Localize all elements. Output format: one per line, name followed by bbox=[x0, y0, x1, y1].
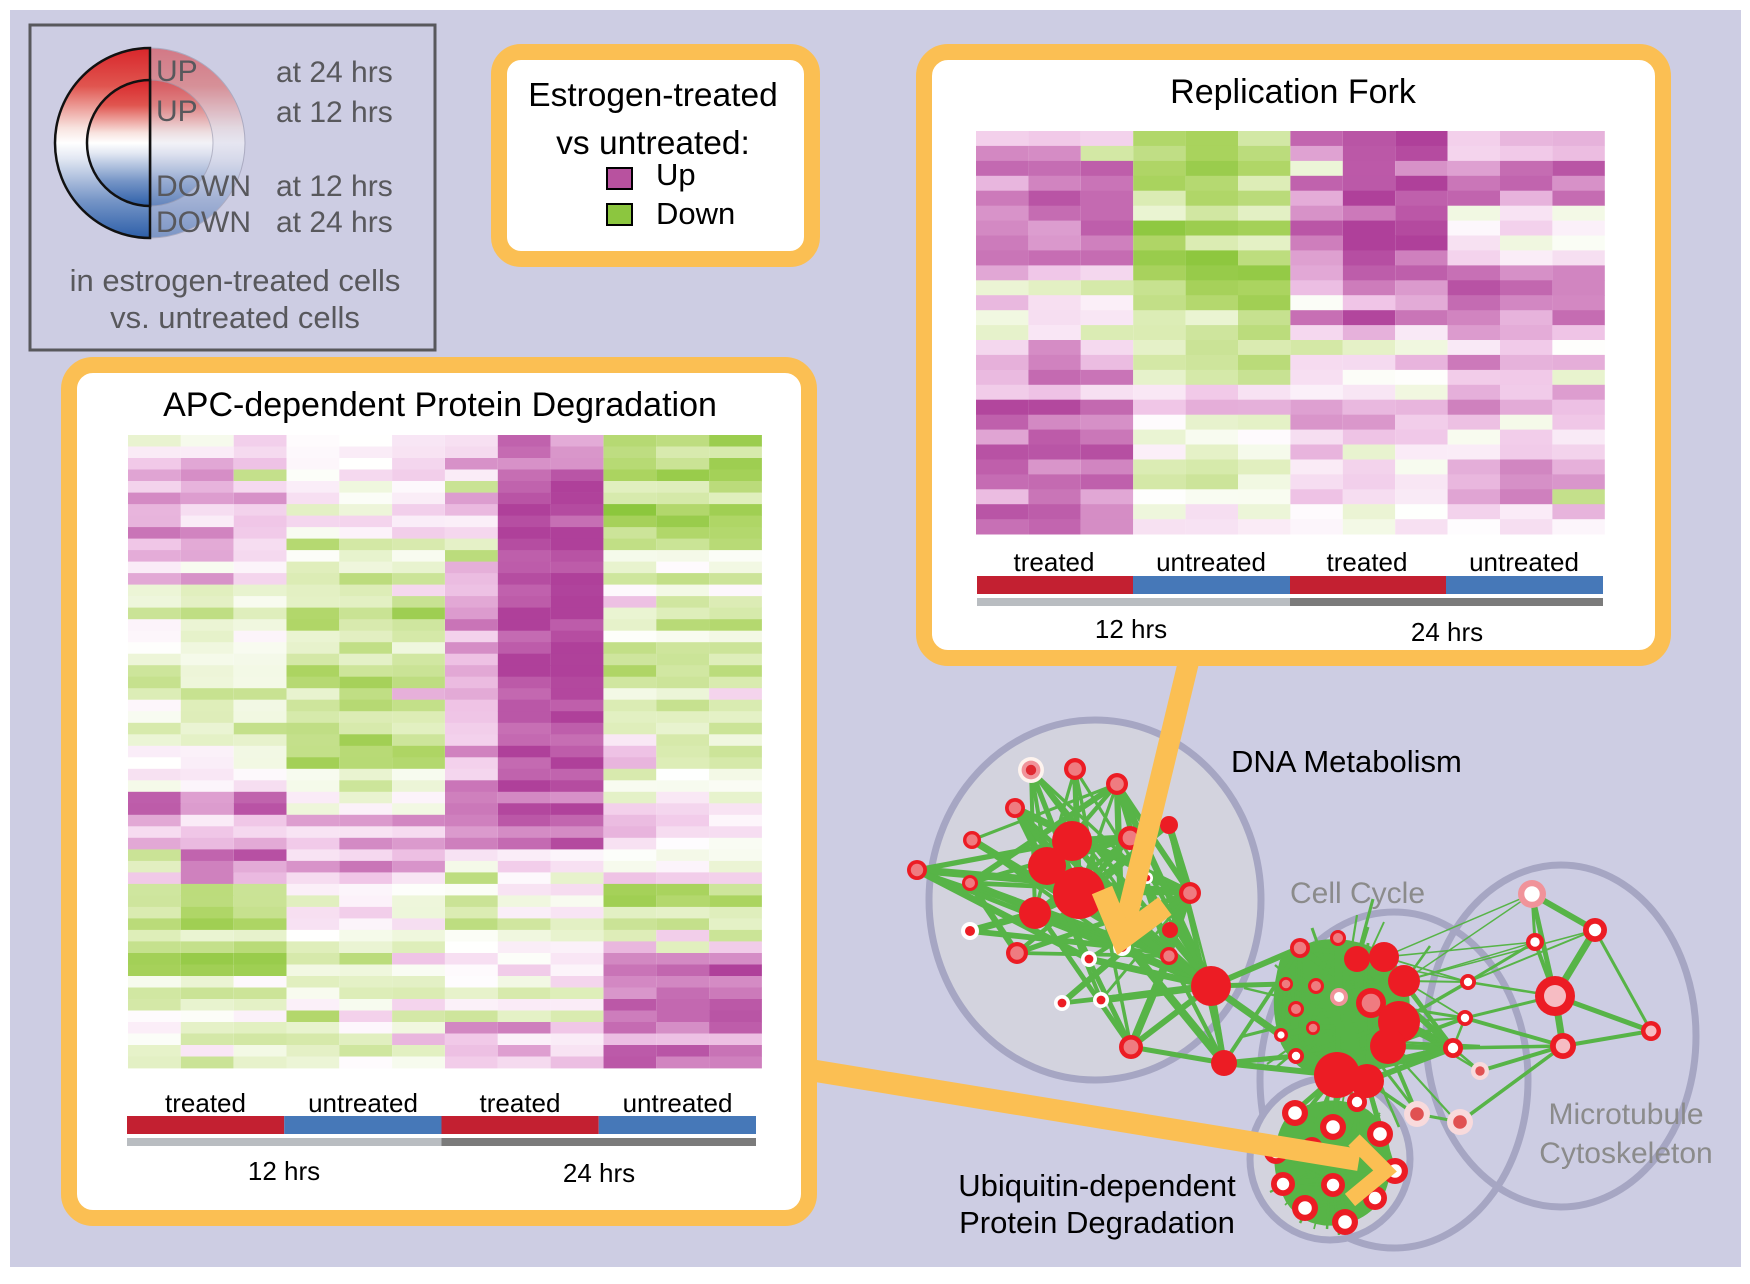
svg-text:vs. untreated cells: vs. untreated cells bbox=[110, 300, 360, 335]
svg-text:UP: UP bbox=[156, 95, 198, 128]
svg-text:Replication Fork: Replication Fork bbox=[1170, 73, 1417, 111]
svg-text:Microtubule: Microtubule bbox=[1548, 1098, 1703, 1131]
svg-text:untreated: untreated bbox=[623, 1088, 733, 1118]
svg-text:untreated: untreated bbox=[308, 1088, 418, 1118]
svg-text:12 hrs: 12 hrs bbox=[248, 1156, 320, 1186]
svg-text:treated: treated bbox=[1327, 547, 1408, 577]
svg-text:untreated: untreated bbox=[1469, 547, 1579, 577]
svg-text:treated: treated bbox=[480, 1088, 561, 1118]
svg-text:Cell Cycle: Cell Cycle bbox=[1290, 877, 1425, 910]
svg-text:24 hrs: 24 hrs bbox=[1411, 617, 1483, 647]
svg-text:Down: Down bbox=[656, 196, 735, 231]
svg-text:treated: treated bbox=[1014, 547, 1095, 577]
svg-text:vs untreated:: vs untreated: bbox=[556, 125, 750, 162]
svg-text:DNA Metabolism: DNA Metabolism bbox=[1231, 744, 1462, 779]
svg-text:APC-dependent Protein Degradat: APC-dependent Protein Degradation bbox=[163, 386, 717, 424]
svg-text:DOWN: DOWN bbox=[156, 170, 251, 203]
svg-text:Up: Up bbox=[656, 157, 696, 192]
svg-text:24 hrs: 24 hrs bbox=[563, 1158, 635, 1188]
svg-text:Estrogen-treated: Estrogen-treated bbox=[528, 77, 778, 114]
svg-text:Ubiquitin-dependent: Ubiquitin-dependent bbox=[958, 1168, 1236, 1203]
svg-text:at 12 hrs: at 12 hrs bbox=[276, 96, 393, 129]
svg-text:at 12 hrs: at 12 hrs bbox=[276, 170, 393, 203]
svg-text:12 hrs: 12 hrs bbox=[1095, 614, 1167, 644]
svg-text:untreated: untreated bbox=[1156, 547, 1266, 577]
svg-text:Cytoskeleton: Cytoskeleton bbox=[1539, 1137, 1712, 1170]
svg-text:UP: UP bbox=[156, 55, 198, 88]
svg-text:Protein Degradation: Protein Degradation bbox=[959, 1205, 1235, 1240]
svg-text:treated: treated bbox=[165, 1088, 246, 1118]
svg-text:DOWN: DOWN bbox=[156, 206, 251, 239]
svg-text:in estrogen-treated cells: in estrogen-treated cells bbox=[70, 263, 401, 298]
svg-text:at 24 hrs: at 24 hrs bbox=[276, 206, 393, 239]
svg-text:at 24 hrs: at 24 hrs bbox=[276, 56, 393, 89]
